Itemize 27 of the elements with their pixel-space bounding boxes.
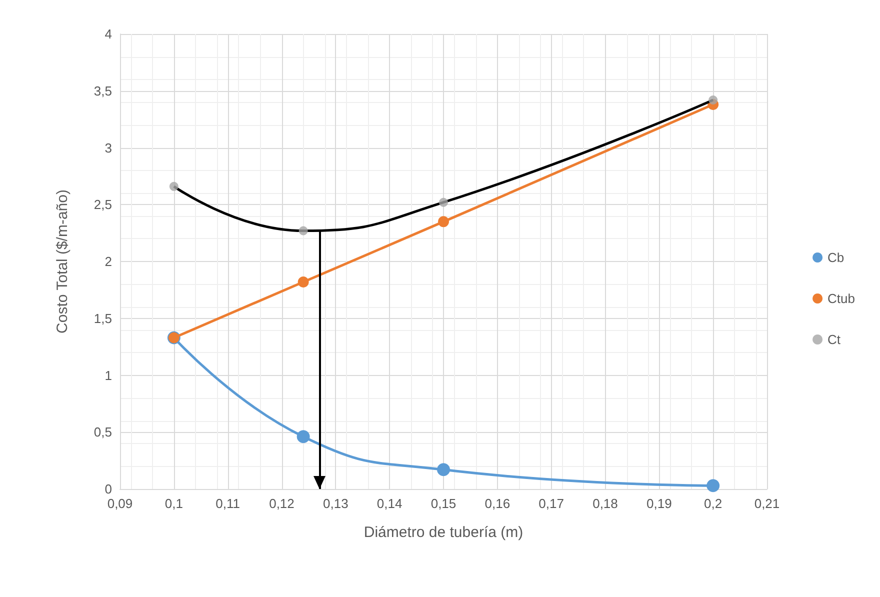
x-tick-label: 0,18 bbox=[592, 496, 618, 511]
legend-label: Ctub bbox=[828, 291, 856, 306]
y-tick-label: 3 bbox=[104, 140, 112, 156]
y-tick-label: 2 bbox=[104, 254, 112, 269]
x-tick-label: 0,1 bbox=[164, 496, 183, 511]
y-tick-label: 4 bbox=[104, 26, 112, 42]
x-tick-label: 0,16 bbox=[484, 496, 510, 511]
x-tick-label: 0,21 bbox=[754, 496, 780, 511]
x-axis-title: Diámetro de tubería (m) bbox=[364, 524, 524, 541]
x-tick-label: 0,15 bbox=[430, 496, 456, 511]
y-tick-label: 1,5 bbox=[94, 310, 112, 326]
x-tick-label: 0,14 bbox=[376, 496, 402, 511]
x-tick-label: 0,11 bbox=[216, 496, 240, 511]
legend-label: Ct bbox=[828, 332, 841, 347]
y-tick-label: 0,5 bbox=[94, 424, 112, 440]
y-tick-label: 3,5 bbox=[94, 83, 112, 98]
x-tick-label: 0,2 bbox=[704, 496, 722, 511]
x-tick-label: 0,09 bbox=[107, 496, 133, 511]
y-axis-title: Costo Total ($/m-año) bbox=[54, 190, 71, 334]
legend-label: Cb bbox=[828, 250, 844, 265]
x-tick-label: 0,19 bbox=[646, 496, 672, 511]
x-tick-label: 0,12 bbox=[269, 496, 294, 511]
y-tick-label: 0 bbox=[104, 482, 112, 496]
x-tick-label: 0,13 bbox=[323, 496, 348, 511]
y-tick-label: 1 bbox=[104, 368, 112, 383]
x-tick-label: 0,17 bbox=[538, 496, 564, 511]
y-tick-label: 2,5 bbox=[94, 197, 112, 212]
